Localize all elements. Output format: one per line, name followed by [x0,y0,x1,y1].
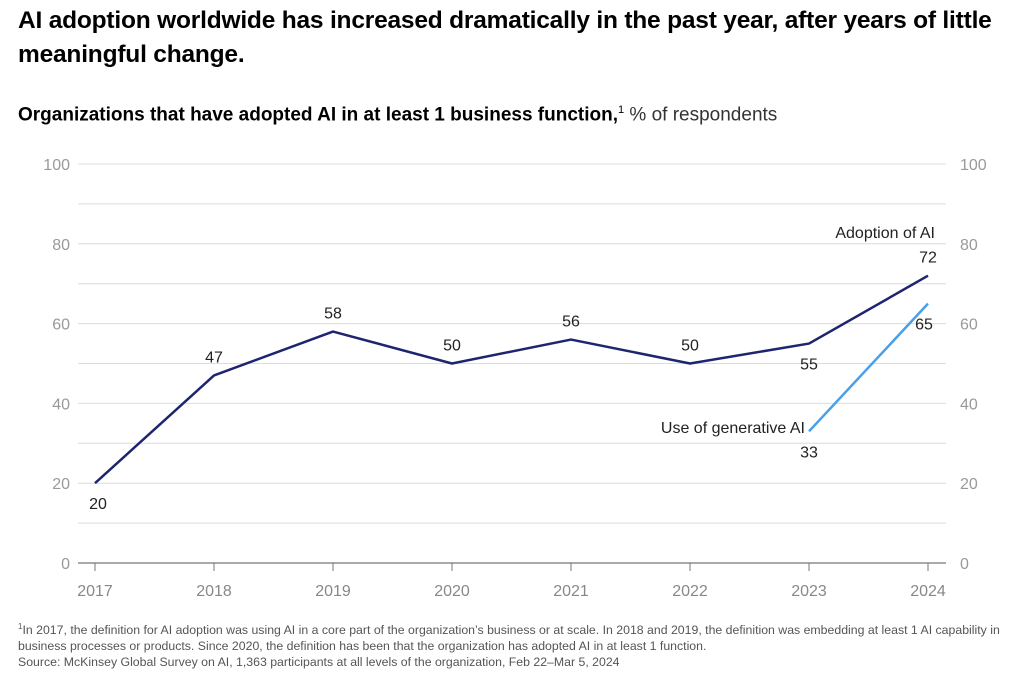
subtitle-title: Organizations that have adopted AI in at… [18,104,619,126]
y-tick-label-left: 80 [52,237,70,254]
y-tick-label-right: 20 [960,476,978,493]
data-label: 33 [800,444,818,461]
x-tick-label: 2022 [672,583,708,600]
y-tick-label-left: 60 [52,317,70,334]
data-label: 56 [562,314,580,331]
y-tick-label-right: 80 [960,237,978,254]
x-tick-label: 2017 [77,583,113,600]
y-tick-label-left: 40 [52,396,70,413]
data-label: 50 [681,338,699,355]
y-tick-label-right: 60 [960,317,978,334]
x-tick-label: 2020 [434,583,470,600]
data-label: 55 [800,357,818,374]
series-line-adoption [94,274,929,485]
data-label: 20 [89,496,107,513]
y-tick-label-right: 0 [960,556,969,573]
y-tick-label-left: 20 [52,476,70,493]
x-tick-label: 2024 [910,583,946,600]
y-tick-label-right: 100 [960,157,987,174]
data-label: 65 [915,317,933,334]
data-label: 50 [443,338,461,355]
series-line-genai [808,302,929,433]
y-tick-label-left: 0 [61,556,70,573]
footnote-text: In 2017, the definition for AI adoption … [18,623,1000,654]
footnote: 1In 2017, the definition for AI adoption… [18,619,1008,670]
data-label: 47 [205,349,223,366]
y-tick-label-left: 100 [43,157,70,174]
chart-subtitle: Organizations that have adopted AI in at… [18,104,777,126]
headline: AI adoption worldwide has increased dram… [18,7,992,68]
series-label-genai: Use of generative AI [661,420,805,437]
data-label: 58 [324,306,342,323]
x-tick-label: 2018 [196,583,232,600]
subtitle-footnote-marker: 1 [618,104,625,116]
x-tick-label: 2021 [553,583,589,600]
x-tick-label: 2023 [791,583,827,600]
series-label-adoption: Adoption of AI [835,225,935,242]
y-tick-label-right: 40 [960,396,978,413]
footnote-marker: 1 [18,622,23,631]
source-text: Source: McKinsey Global Survey on AI, 1,… [18,655,620,670]
subtitle-unit: % of respondents [624,104,778,126]
data-label: 72 [919,250,937,267]
x-tick-label: 2019 [315,583,351,600]
